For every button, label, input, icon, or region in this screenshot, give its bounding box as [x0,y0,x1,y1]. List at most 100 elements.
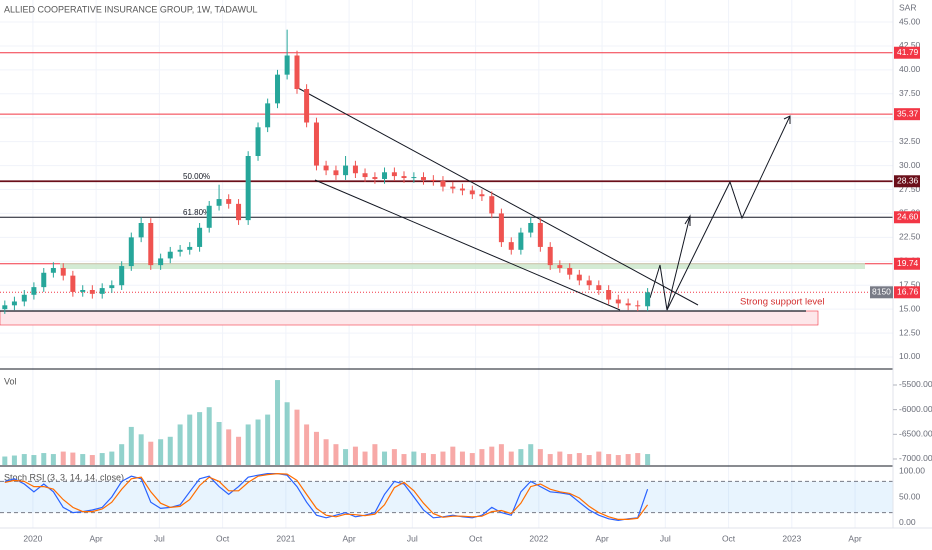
x-tick-label: Apr [595,533,608,543]
volume-bar [606,454,612,465]
x-tick-label: Jul [154,533,165,543]
candle-body [547,246,553,266]
volume-bar [401,454,407,465]
candle-body [304,89,310,123]
volume-bar [459,451,465,465]
candle-body [89,289,95,294]
candle-body [31,287,37,295]
volume-bar [294,409,300,465]
arrow-head [783,115,791,124]
stoch-label: Stoch RSI (3, 3, 14, 14, close) [4,472,124,482]
candle-body [362,173,368,178]
y-tick-label: -6500.00 [899,429,932,439]
support-label: Strong support level [740,297,825,308]
candle-body [420,177,426,180]
stoch-line [4,472,649,520]
candle-body [265,103,271,128]
x-tick-label: Apr [848,533,861,543]
x-tick-label: Jul [660,533,671,543]
y-tick-label: 12.50 [899,327,921,337]
candle-body [528,223,534,233]
volume-bar [352,446,358,465]
candle-body [586,280,592,286]
y-tick-label: 17.50 [899,279,921,289]
x-tick-label: Apr [90,533,103,543]
candle-body [313,122,319,166]
x-tick-label: 2022 [529,533,548,543]
volume-bar [528,444,534,465]
y-tick-label: -5500.00 [899,379,932,389]
stoch-line [4,473,649,522]
y-tick-label: -6000.00 [899,404,932,414]
volume-bar [187,414,193,465]
candle-body [382,172,388,179]
candle-body [352,165,358,174]
volume-bar [245,424,251,465]
y-tick-label: 22.50 [899,232,921,242]
candle-body [70,275,76,292]
candle-body [489,196,495,214]
volume-bar [576,453,582,465]
x-tick-label: Jul [407,533,418,543]
candle-body [11,301,17,306]
volume-bar [362,451,368,465]
candle-body [158,258,164,266]
candle-body [226,199,232,204]
volume-bar [31,455,37,465]
candle-body [411,177,417,179]
volume-bar [216,421,222,465]
candle-body [275,74,281,104]
volume-bar [645,454,651,465]
volume-bar [265,414,271,465]
volume-bar [411,451,417,465]
volume-bar [275,380,281,465]
candle-body [41,272,47,288]
candle-body [333,170,339,176]
candle-body [645,292,651,307]
y-tick-label: -7000.00 [899,453,932,463]
green-zone [60,263,865,269]
volume-bar [567,454,573,465]
channel-upper [297,87,699,306]
volume-bar [41,453,47,465]
volume-bar [635,453,641,465]
candle-body [508,242,514,250]
volume-bar [586,455,592,465]
drawings [0,87,865,326]
volume-bar [2,456,8,465]
volume-bar [420,453,426,465]
volume-bar [430,454,436,465]
candle-body [206,205,212,228]
last-price-box [894,286,920,299]
candle-body [498,213,504,243]
volume-bar [226,429,232,465]
y-tick-label: 27.50 [899,184,921,194]
volume-bar [382,451,388,465]
level-tag-label: 28.36 [897,176,919,186]
candle-body [294,55,300,90]
y-tick-label: 50.00 [899,491,921,501]
x-tick-label: 2023 [782,533,801,543]
chart-title: ALLIED COOPERATIVE INSURANCE GROUP, 1W, … [4,4,258,14]
volume-bar [128,426,134,465]
y-tick-label: 15.00 [899,303,921,313]
projection-path [666,115,791,311]
volume-bar [89,455,95,465]
volume-bar [547,454,553,465]
y-tick-label: 32.50 [899,136,921,146]
volume-bar [625,454,631,465]
candle-body [567,267,573,275]
level-tag-label: 35.37 [897,108,919,118]
volume-bar [197,412,203,465]
x-tick-label: 2020 [23,533,42,543]
candle-body [343,165,349,176]
x-tick-label: Oct [469,533,483,543]
volume-bar [99,453,105,465]
volume-bar [70,452,76,465]
projection-path [649,215,691,311]
candle-body [625,303,631,306]
volume-bar [323,439,329,465]
candle-body [50,267,56,273]
candle-body [615,299,621,304]
